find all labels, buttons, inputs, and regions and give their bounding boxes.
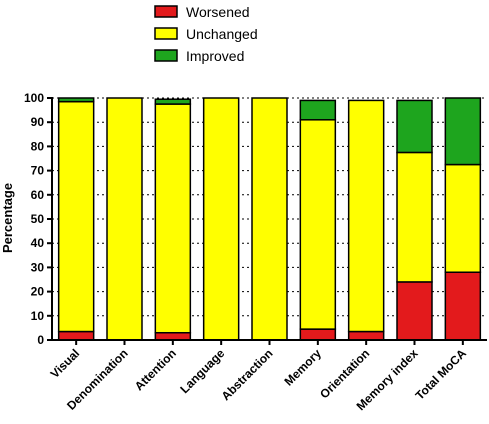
legend-swatch <box>155 6 177 17</box>
legend-swatch <box>155 50 177 61</box>
bar-segment <box>300 120 335 329</box>
legend-label: Worsened <box>186 4 250 20</box>
bars <box>59 98 481 340</box>
x-tick-label: Total MoCA <box>413 346 470 403</box>
y-tick-label: 0 <box>37 333 44 347</box>
y-tick-label: 10 <box>31 309 45 323</box>
bar-segment <box>204 98 239 340</box>
y-tick-label: 30 <box>31 260 45 274</box>
bar-segment <box>59 98 94 102</box>
bar-segment <box>397 100 432 152</box>
x-tick-label: Memory <box>282 346 325 389</box>
y-tick-label: 80 <box>31 139 45 153</box>
x-tick-label: Abstraction <box>219 346 276 403</box>
y-tick-label: 70 <box>31 164 45 178</box>
x-tick-label: Attention <box>132 346 179 393</box>
y-tick-label: 50 <box>31 212 45 226</box>
bar-segment <box>300 100 335 119</box>
legend: Worsened Unchanged Improved <box>155 4 258 64</box>
bar-segment <box>155 333 190 340</box>
bar-segment <box>252 98 287 340</box>
x-tick-label: Language <box>177 346 227 396</box>
legend-label: Unchanged <box>186 26 258 42</box>
bar-segment <box>349 100 384 331</box>
bar-segment <box>107 98 142 340</box>
bar-segment <box>155 104 190 333</box>
y-axis-title: Percentage <box>0 183 15 253</box>
bar-segment <box>349 332 384 340</box>
bar-segment <box>445 98 480 165</box>
bar-segment <box>59 102 94 332</box>
legend-label: Improved <box>186 48 244 64</box>
legend-swatch <box>155 28 177 39</box>
x-tick-labels: VisualDenominationAttentionLanguageAbstr… <box>48 346 470 413</box>
bar-segment <box>397 152 432 281</box>
bar-segment <box>445 165 480 273</box>
bar-segment <box>445 272 480 340</box>
y-tick-label: 90 <box>31 115 45 129</box>
y-tick-label: 20 <box>31 285 45 299</box>
bar-segment <box>397 282 432 340</box>
bar-segment <box>300 329 335 340</box>
y-tick-label: 100 <box>24 91 44 105</box>
bar-segment <box>59 332 94 340</box>
bar-segment <box>155 99 190 104</box>
y-tick-label: 40 <box>31 236 45 250</box>
x-tick-label: Visual <box>48 346 83 381</box>
y-tick-label: 60 <box>31 188 45 202</box>
y-tick-labels: 0 10 20 30 40 50 60 70 80 90 100 <box>24 91 44 347</box>
